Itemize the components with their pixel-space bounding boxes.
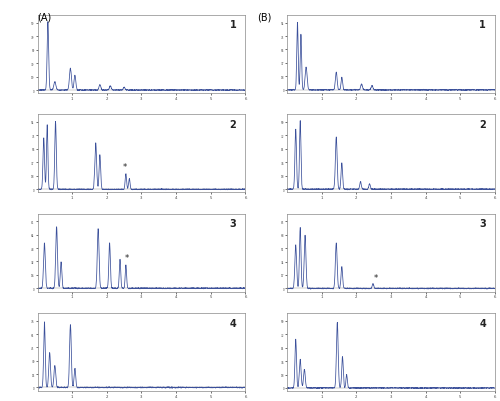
Text: 1: 1 [479, 20, 486, 30]
Text: 3: 3 [479, 219, 486, 229]
Text: 2: 2 [479, 119, 486, 130]
Text: 4: 4 [230, 318, 236, 328]
Text: *: * [122, 163, 127, 172]
Text: (A): (A) [38, 12, 52, 22]
Text: *: * [125, 253, 129, 262]
Text: 1: 1 [230, 20, 236, 30]
Text: (B): (B) [258, 12, 272, 22]
Text: 2: 2 [230, 119, 236, 130]
Text: 4: 4 [479, 318, 486, 328]
Text: *: * [374, 273, 378, 282]
Text: 3: 3 [230, 219, 236, 229]
